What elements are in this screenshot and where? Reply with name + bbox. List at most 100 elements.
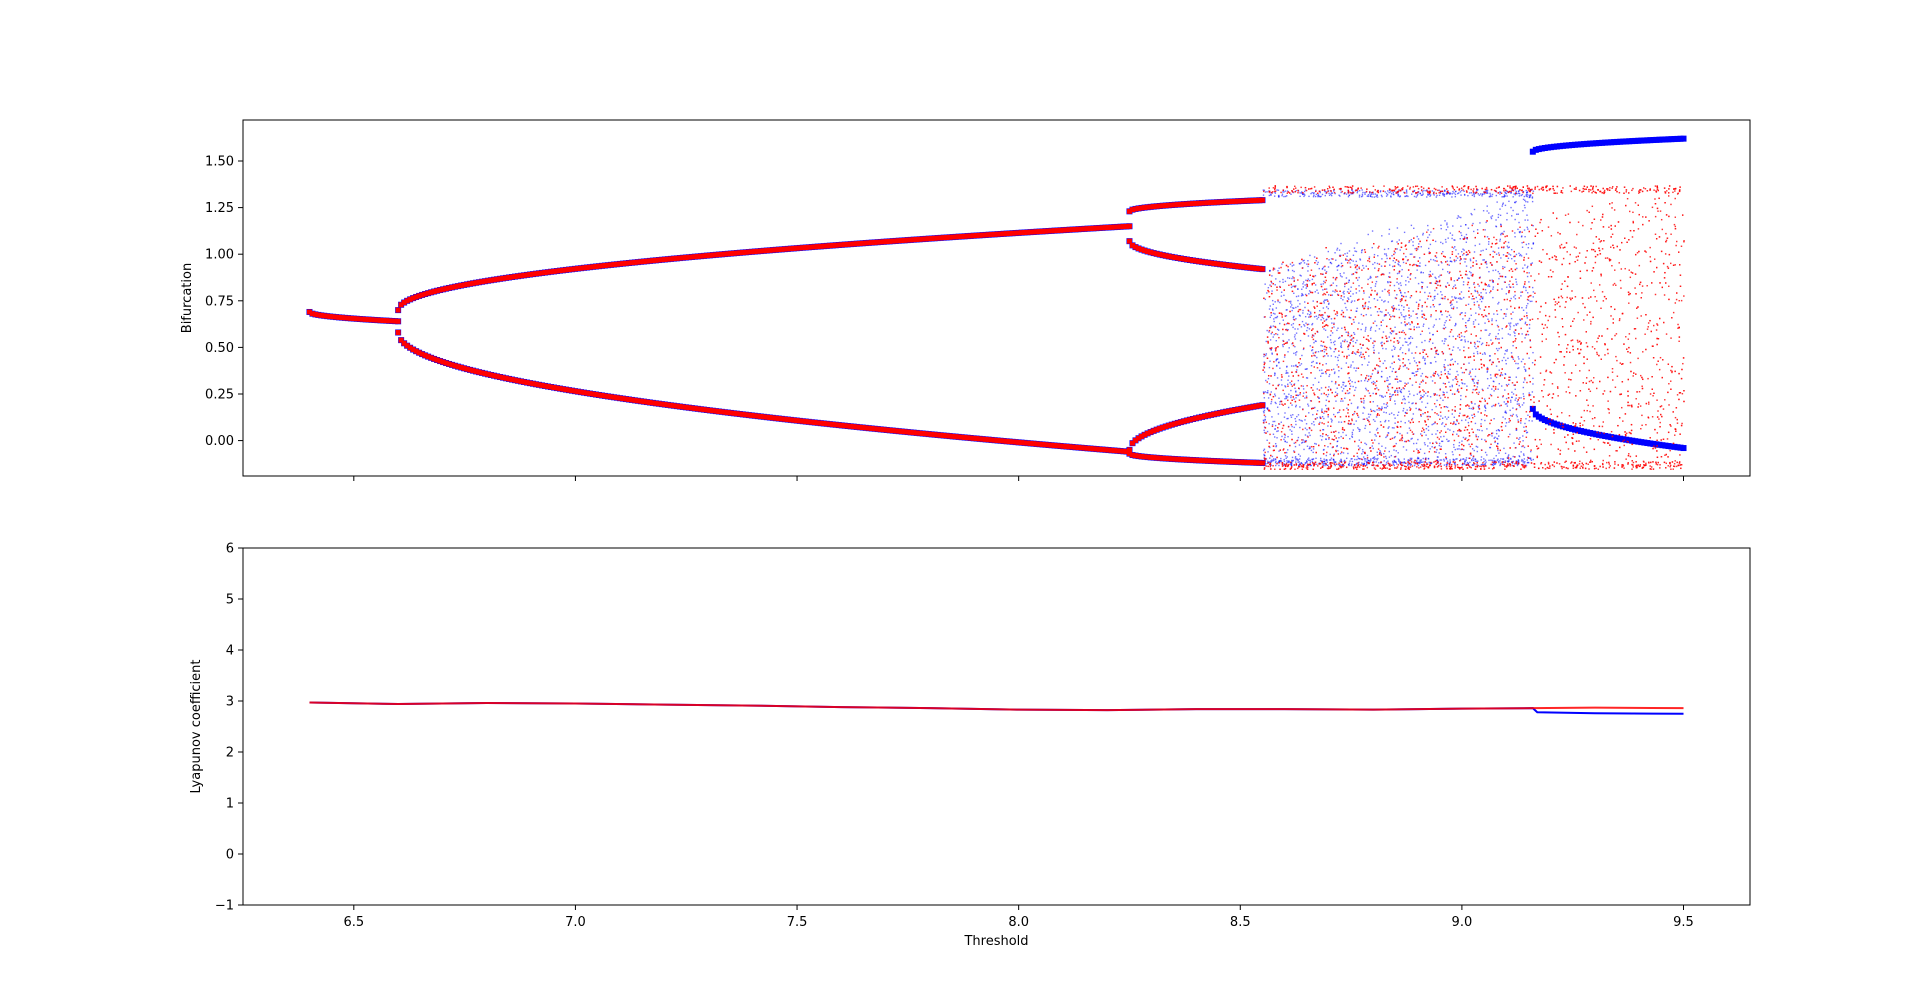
bifurcation-point: [1522, 461, 1524, 463]
bifurcation-point: [677, 404, 683, 410]
bifurcation-point: [1472, 323, 1475, 325]
bifurcation-point: [1528, 196, 1531, 198]
bifurcation-point: [1491, 388, 1493, 390]
bifurcation-point: [1273, 320, 1275, 323]
bifurcation-point: [1387, 190, 1389, 192]
bifurcation-point: [1408, 281, 1410, 283]
bifurcation-point: [602, 263, 608, 269]
bifurcation-point: [1356, 242, 1358, 244]
bifurcation-point: [1418, 461, 1421, 463]
bifurcation-point: [1120, 224, 1126, 230]
bifurcation-point: [1478, 285, 1480, 287]
bifurcation-point: [1376, 451, 1378, 453]
bifurcation-point: [1303, 325, 1306, 327]
bifurcation-point: [1319, 196, 1321, 198]
bifurcation-point: [1266, 430, 1269, 433]
bifurcation-point: [536, 270, 542, 276]
bifurcation-point: [512, 274, 518, 280]
bifurcation-point: [557, 268, 563, 274]
bifurcation-point: [1444, 238, 1447, 241]
bifurcation-point: [1476, 386, 1479, 388]
bifurcation-point: [1202, 200, 1208, 206]
bifurcation-point: [620, 396, 626, 402]
bifurcation-point: [1556, 143, 1563, 150]
bifurcation-point: [1383, 301, 1385, 303]
bifurcation-point: [1300, 275, 1302, 277]
bifurcation-point: [1283, 458, 1285, 461]
bifurcation-point: [413, 294, 419, 300]
bifurcation-point: [1476, 382, 1478, 384]
bifurcation-point: [839, 242, 845, 248]
bifurcation-point: [1284, 398, 1286, 400]
bifurcation-point: [1456, 448, 1459, 450]
bifurcation-point: [1299, 393, 1301, 396]
bifurcation-point: [1409, 323, 1411, 326]
bifurcation-point: [1373, 349, 1375, 352]
bifurcation-point: [1465, 241, 1468, 243]
bifurcation-point: [752, 413, 758, 419]
bifurcation-point: [1393, 330, 1395, 332]
bifurcation-point: [1272, 309, 1274, 311]
bifurcation-point: [1409, 341, 1412, 344]
bifurcation-point: [1473, 449, 1475, 452]
bifurcation-point: [644, 258, 650, 264]
bifurcation-point: [1513, 193, 1515, 195]
bifurcation-point: [1531, 197, 1534, 199]
bifurcation-point: [1485, 192, 1488, 194]
bifurcation-point: [1076, 445, 1082, 451]
bifurcation-point: [1384, 300, 1386, 302]
bifurcation-point: [1385, 436, 1387, 439]
bifurcation-point: [1443, 458, 1445, 461]
bifurcation-point: [1443, 364, 1445, 366]
bifurcation-point: [392, 318, 398, 324]
bifurcation-point: [1466, 461, 1469, 464]
bifurcation-point: [1400, 380, 1402, 382]
bifurcation-point: [1184, 201, 1190, 207]
bifurcation-point: [1524, 235, 1526, 238]
bifurcation-point: [1504, 460, 1507, 462]
bifurcation-point: [1450, 307, 1453, 309]
bifurcation-point: [1526, 461, 1529, 464]
bifurcation-point: [1431, 273, 1434, 275]
bifurcation-point: [1148, 454, 1154, 460]
bifurcation-point: [1346, 457, 1348, 460]
bifurcation-point: [911, 430, 917, 436]
bifurcation-point: [1169, 202, 1175, 208]
bifurcation-point: [1394, 389, 1397, 392]
bifurcation-point: [1294, 387, 1296, 390]
bifurcation-point: [584, 390, 590, 396]
bifurcation-point: [1129, 452, 1135, 458]
bifurcation-point: [1581, 428, 1588, 435]
bifurcation-point: [1452, 225, 1454, 227]
bifurcation-point: [1345, 306, 1347, 309]
bifurcation-point: [1486, 428, 1488, 430]
bifurcation-point: [1398, 272, 1400, 274]
bifurcation-point: [1474, 290, 1477, 293]
bifurcation-point: [1348, 392, 1351, 394]
bifurcation-point: [1312, 360, 1314, 363]
bifurcation-point: [1492, 286, 1495, 288]
bifurcation-point: [1312, 458, 1314, 461]
bifurcation-point: [1388, 314, 1391, 316]
bifurcation-point: [1334, 340, 1336, 342]
bifurcation-point: [1526, 275, 1529, 278]
bifurcation-point: [1271, 416, 1273, 418]
bifurcation-point: [614, 395, 620, 401]
bifurcation-point: [1413, 190, 1415, 192]
bifurcation-point: [1129, 207, 1135, 213]
bifurcation-point: [1523, 285, 1525, 288]
bifurcation-point: [1424, 363, 1427, 365]
bifurcation-point: [1372, 447, 1374, 450]
bifurcation-point: [1416, 235, 1418, 238]
bifurcation-point: [1318, 397, 1320, 399]
bifurcation-point: [1016, 439, 1022, 445]
bifurcation-point: [1472, 388, 1474, 391]
bifurcation-point: [917, 430, 923, 436]
bifurcation-point: [1331, 192, 1334, 194]
bifurcation-point: [1332, 341, 1335, 344]
bifurcation-point: [1046, 228, 1052, 234]
bifurcation-point: [1263, 371, 1266, 373]
bifurcation-point: [1448, 381, 1450, 383]
bifurcation-point: [1273, 195, 1276, 197]
bifurcation-point: [728, 410, 734, 416]
